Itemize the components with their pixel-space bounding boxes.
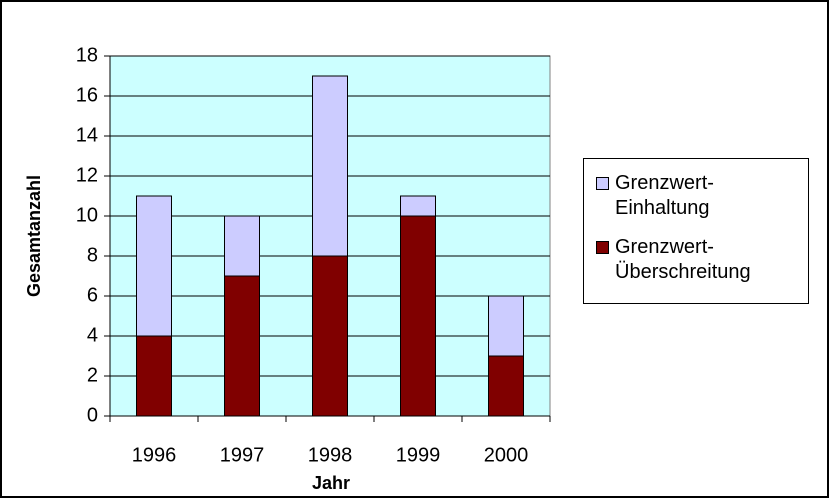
legend: Grenzwert-Einhaltung Grenzwert-Überschrei… bbox=[583, 158, 809, 304]
y-tick-label: 8 bbox=[87, 244, 98, 266]
x-tick-label: 1999 bbox=[396, 444, 441, 466]
x-tick-label: 1998 bbox=[308, 444, 353, 466]
x-axis-label: Jahr bbox=[312, 473, 350, 493]
legend-item: Grenzwert-Überschreitung bbox=[592, 235, 800, 285]
bar-segment bbox=[136, 195, 172, 337]
y-tick-label: 10 bbox=[76, 204, 98, 226]
bar-segment bbox=[400, 195, 436, 217]
bar-segment bbox=[488, 355, 524, 417]
bar-segment bbox=[488, 295, 524, 357]
legend-label: Grenzwert-Überschreitung bbox=[615, 236, 751, 283]
legend-item: Grenzwert-Einhaltung bbox=[592, 171, 800, 221]
y-tick-label: 0 bbox=[87, 404, 98, 426]
y-axis-label: Gesamtanzahl bbox=[24, 175, 44, 297]
bar-segment bbox=[224, 215, 260, 277]
y-tick-label: 4 bbox=[87, 324, 98, 346]
y-tick-label: 12 bbox=[76, 164, 98, 186]
bar-segment bbox=[312, 255, 348, 417]
y-tick-label: 14 bbox=[76, 124, 98, 146]
x-tick-label: 1996 bbox=[132, 444, 177, 466]
y-tick-label: 2 bbox=[87, 364, 98, 386]
y-tick-label: 16 bbox=[76, 84, 98, 106]
x-tick-label: 2000 bbox=[484, 444, 529, 466]
y-tick-label: 6 bbox=[87, 284, 98, 306]
bar-segment bbox=[400, 215, 436, 417]
legend-swatch bbox=[596, 177, 609, 190]
bar-segment bbox=[224, 275, 260, 417]
y-tick-label: 18 bbox=[76, 44, 98, 66]
x-tick-label: 1997 bbox=[220, 444, 265, 466]
legend-swatch bbox=[596, 241, 609, 254]
bar-segment bbox=[312, 75, 348, 257]
bar-segment bbox=[136, 335, 172, 417]
legend-label: Grenzwert-Einhaltung bbox=[615, 172, 714, 219]
